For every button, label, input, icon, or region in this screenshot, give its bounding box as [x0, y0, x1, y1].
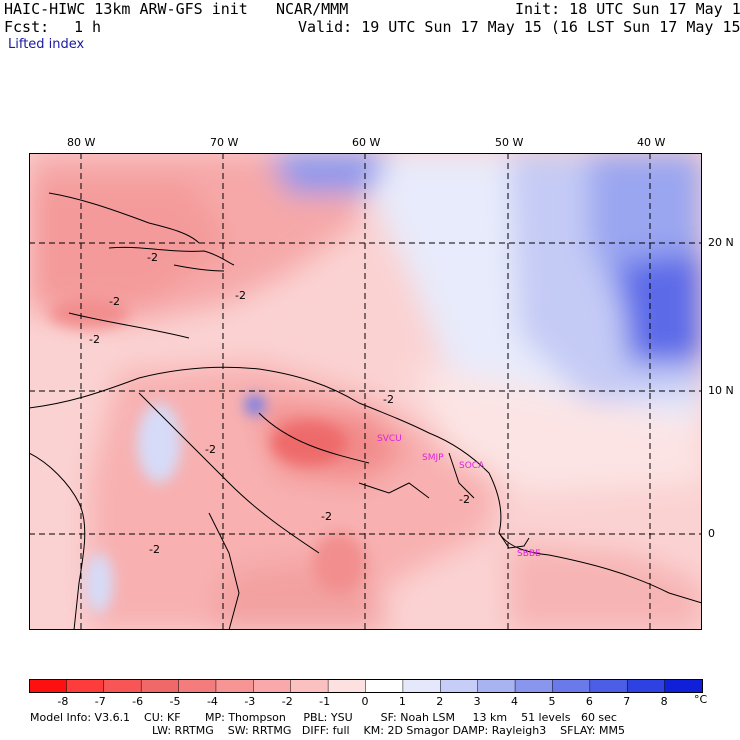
- colorbar-tick-label: -7: [94, 695, 106, 708]
- station-label: SBBE: [517, 549, 541, 559]
- station-label: SMJP: [422, 453, 444, 463]
- lat-label-0: 0: [708, 527, 715, 540]
- lat-label-10n: 10 N: [708, 384, 734, 397]
- lon-label-70w: 70 W: [210, 136, 239, 149]
- colorbar-cell: [253, 679, 292, 693]
- colorbar-cell: [440, 679, 479, 693]
- map-frame: [29, 153, 702, 630]
- model-title: HAIC-HIWC 13km ARW-GFS init: [4, 0, 248, 18]
- colorbar-tick-label: -1: [319, 695, 331, 708]
- valid-time: Valid: 19 UTC Sun 17 May 15 (16 LST Sun …: [298, 18, 740, 36]
- colorbar-cell: [552, 679, 591, 693]
- colorbar-tick-label: -2: [281, 695, 293, 708]
- lon-label-50w: 50 W: [495, 136, 524, 149]
- colorbar-tick-label: 0: [361, 695, 369, 708]
- shaded-field: [29, 153, 702, 630]
- colorbar-tick-label: -4: [206, 695, 218, 708]
- colorbar-cell: [29, 679, 68, 693]
- colorbar-cell: [66, 679, 105, 693]
- graticule: [29, 153, 702, 630]
- contour-label: -2: [459, 493, 470, 506]
- contour-label: -2: [149, 543, 160, 556]
- colorbar: [29, 679, 703, 693]
- colorbar-cell: [589, 679, 628, 693]
- colorbar-cell: [140, 679, 180, 693]
- lat-label-20n: 20 N: [708, 236, 734, 249]
- station-label: SOCA: [459, 461, 485, 471]
- contour-label: -2: [383, 393, 394, 406]
- colorbar-cell: [477, 679, 516, 693]
- contour-label: -2: [205, 443, 216, 456]
- contour-label: -2: [89, 333, 100, 346]
- colorbar-tick-label: -3: [244, 695, 256, 708]
- org-label: NCAR/MMM: [276, 0, 349, 18]
- colorbar-cell: [178, 679, 217, 693]
- colorbar-tick-label: 5: [548, 695, 556, 708]
- colorbar-cell: [327, 679, 367, 693]
- colorbar-cell: [290, 679, 329, 693]
- colorbar-cell: [664, 679, 703, 693]
- colorbar-cell: [514, 679, 554, 693]
- contour-label: -2: [321, 510, 332, 523]
- colorbar-tick-label: 2: [436, 695, 444, 708]
- lon-label-40w: 40 W: [637, 136, 666, 149]
- lon-label-80w: 80 W: [67, 136, 96, 149]
- colorbar-cell: [103, 679, 142, 693]
- init-time: Init: 18 UTC Sun 17 May 15: [515, 0, 740, 18]
- colorbar-unit: °C: [694, 693, 708, 706]
- model-info: Model Info: V3.6.1 CU: KF MP: Thompson P…: [30, 711, 617, 724]
- colorbar-cell: [215, 679, 255, 693]
- colorbar-cell: [365, 679, 404, 693]
- colorbar-cell: [402, 679, 442, 693]
- colorbar-tick-label: 4: [511, 695, 519, 708]
- colorbar-cell: [626, 679, 666, 693]
- contour-label: -2: [109, 295, 120, 308]
- lon-label-60w: 60 W: [352, 136, 381, 149]
- colorbar-tick-label: 6: [585, 695, 593, 708]
- colorbar-tick-label: -5: [169, 695, 181, 708]
- colorbar-tick-label: 8: [660, 695, 668, 708]
- colorbar-tick-label: 1: [398, 695, 406, 708]
- forecast-label: Fcst:: [4, 18, 50, 36]
- lifted-index-map: -2 -2 -2 -2 -2 -2 -2 -2 -2 SVCU SMJP SOC…: [29, 153, 702, 630]
- contour-label: -2: [235, 289, 246, 302]
- forecast-hour: 1 h: [74, 18, 102, 36]
- colorbar-tick-label: -6: [132, 695, 144, 708]
- colorbar-tick-label: 7: [623, 695, 631, 708]
- colorbar-tick-label: -8: [57, 695, 69, 708]
- physics-info: LW: RRTMG SW: RRTMG DIFF: full KM: 2D Sm…: [152, 724, 625, 737]
- station-label: SVCU: [377, 434, 402, 444]
- contour-label: -2: [147, 251, 158, 264]
- colorbar-tick-label: 3: [473, 695, 481, 708]
- field-name: Lifted index: [8, 37, 85, 52]
